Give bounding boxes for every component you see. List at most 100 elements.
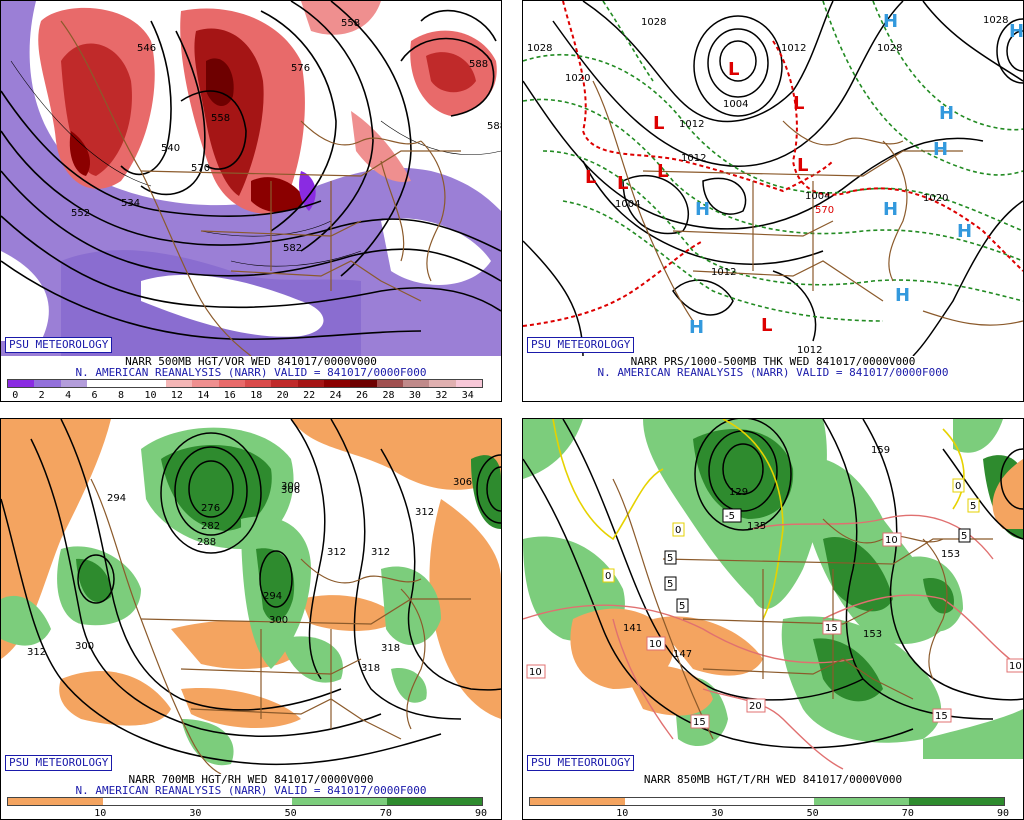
colorbar-tick-label: 70 — [379, 808, 392, 819]
colorbar-tick-label: 14 — [197, 390, 210, 401]
contour-label: 534 — [121, 198, 140, 209]
contour-label: 153 — [941, 549, 960, 560]
colorbar-swatch — [719, 798, 815, 805]
contour-label: 294 — [263, 591, 282, 602]
colorbar-tick-label: 30 — [711, 808, 724, 819]
high-marker: H — [933, 139, 948, 160]
temperature-label-box — [967, 498, 980, 513]
colorbar-swatch — [165, 380, 193, 387]
contour-label: 288 — [197, 537, 216, 548]
colorbar-tick-label: 50 — [284, 808, 297, 819]
temperature-label: 10 — [649, 639, 662, 650]
colorbar-swatch — [402, 380, 430, 387]
isobar-label: 1004 — [615, 199, 640, 210]
rh-colorbar — [529, 797, 1005, 806]
isobar-label: 1012 — [679, 119, 704, 130]
isobar-label: 1028 — [527, 43, 552, 54]
temperature-label: 5 — [667, 579, 673, 590]
temperature-label: 10 — [529, 667, 542, 678]
rh-field: 294 276 282 288 306 300 312 294 312 312 … — [1, 419, 501, 774]
temperature-label: 0 — [675, 525, 681, 536]
temperature-label: 10 — [885, 535, 898, 546]
contour-label: 306 — [453, 477, 472, 488]
temperature-label-box — [602, 568, 615, 583]
temperature-label: 15 — [935, 711, 948, 722]
high-marker: H — [957, 221, 972, 242]
colorbar-tick-label: 20 — [276, 390, 289, 401]
panel-subtitle: N. AMERICAN REANALYSIS (NARR) VALID = 84… — [597, 366, 949, 379]
temperature-label: 0 — [955, 481, 961, 492]
temperature-label-box — [690, 714, 710, 729]
temperature-label-box — [746, 698, 766, 713]
contour-label: 546 — [137, 43, 156, 54]
temperature-label: 5 — [961, 531, 967, 542]
contour-label: 558 — [341, 18, 360, 29]
temperature-label-box — [664, 550, 677, 565]
temperature-label-box — [676, 598, 689, 613]
colorbar-swatch — [814, 798, 910, 805]
panel-pressure-thickness: H H H H H H H H H L L L L L L L L 10 — [522, 0, 1024, 402]
psu-badge: PSU METEOROLOGY — [527, 755, 635, 771]
colorbar-tick-label: 28 — [382, 390, 395, 401]
contour-label: 582 — [283, 243, 302, 254]
colorbar-tick-label: 16 — [223, 390, 236, 401]
colorbar-swatch — [624, 798, 720, 805]
rh-colorbar — [7, 797, 483, 806]
colorbar-tick-label: 24 — [329, 390, 342, 401]
pressure-field: H H H H H H H H H L L L L L L L L 10 — [523, 1, 1023, 356]
contour-label: 318 — [361, 663, 380, 674]
colorbar-swatch — [244, 380, 272, 387]
isobar-label: 1012 — [797, 345, 822, 356]
low-marker: L — [793, 93, 804, 114]
panel-title: NARR 850MB HGT/T/RH WED 841017/0000V000 — [643, 773, 903, 786]
colorbar-swatch — [455, 380, 482, 387]
colorbar-tick-label: 90 — [475, 808, 488, 819]
contour-label: 306 — [281, 485, 300, 496]
low-marker: L — [585, 167, 596, 188]
contour-label: 147 — [673, 649, 692, 660]
temperature-label-box — [672, 522, 685, 537]
psu-badge: PSU METEOROLOGY — [527, 337, 635, 353]
temperature-label: 20 — [749, 701, 762, 712]
panel-title: NARR 500MB HGT/VOR WED 841017/0000V000 — [125, 355, 377, 368]
colorbar-swatch — [530, 798, 625, 805]
colorbar-tick-label: 70 — [901, 808, 914, 819]
contour-label: 141 — [623, 623, 642, 634]
colorbar-tick-label: 30 — [189, 808, 202, 819]
temperature-label-box — [646, 636, 666, 651]
contour-label: 588 — [487, 121, 501, 132]
contour-label: 276 — [201, 503, 220, 514]
isobar-label: 1020 — [923, 193, 948, 204]
colorbar-tick-label: 26 — [356, 390, 369, 401]
temperature-label: 5 — [667, 553, 673, 564]
high-marker: H — [689, 317, 704, 338]
thickness-label: 570 — [815, 205, 834, 216]
vorticity-colorbar — [7, 379, 483, 388]
colorbar-swatch — [909, 798, 1004, 805]
contour-label: 294 — [107, 493, 126, 504]
contour-label: 129 — [729, 487, 748, 498]
contour-label: 159 — [871, 445, 890, 456]
colorbar-tick-label: 10 — [616, 808, 629, 819]
colorbar-swatch — [271, 380, 298, 387]
colorbar-tick-label: 90 — [997, 808, 1010, 819]
contour-label: 312 — [27, 647, 46, 658]
colorbar-swatch — [376, 380, 403, 387]
contour-label: 558 — [211, 113, 230, 124]
isobar-label: 1012 — [681, 153, 706, 164]
high-marker: H — [939, 103, 954, 124]
temperature-label: 5 — [970, 501, 976, 512]
low-marker: L — [653, 113, 664, 134]
psu-badge: PSU METEOROLOGY — [5, 337, 113, 353]
temperature-label-box — [958, 528, 971, 543]
temperature-label: 15 — [693, 717, 706, 728]
colorbar-tick-label: 8 — [118, 390, 125, 401]
contour-label: 540 — [161, 143, 180, 154]
contour-label: 300 — [75, 641, 94, 652]
low-marker: L — [728, 59, 739, 80]
map-500mb: 546 534 540 552 558 570 576 582 558 588 … — [1, 1, 501, 356]
temperature-label: 10 — [1009, 661, 1022, 672]
colorbar-tick-label: 22 — [303, 390, 316, 401]
temperature-label-box — [722, 508, 742, 523]
